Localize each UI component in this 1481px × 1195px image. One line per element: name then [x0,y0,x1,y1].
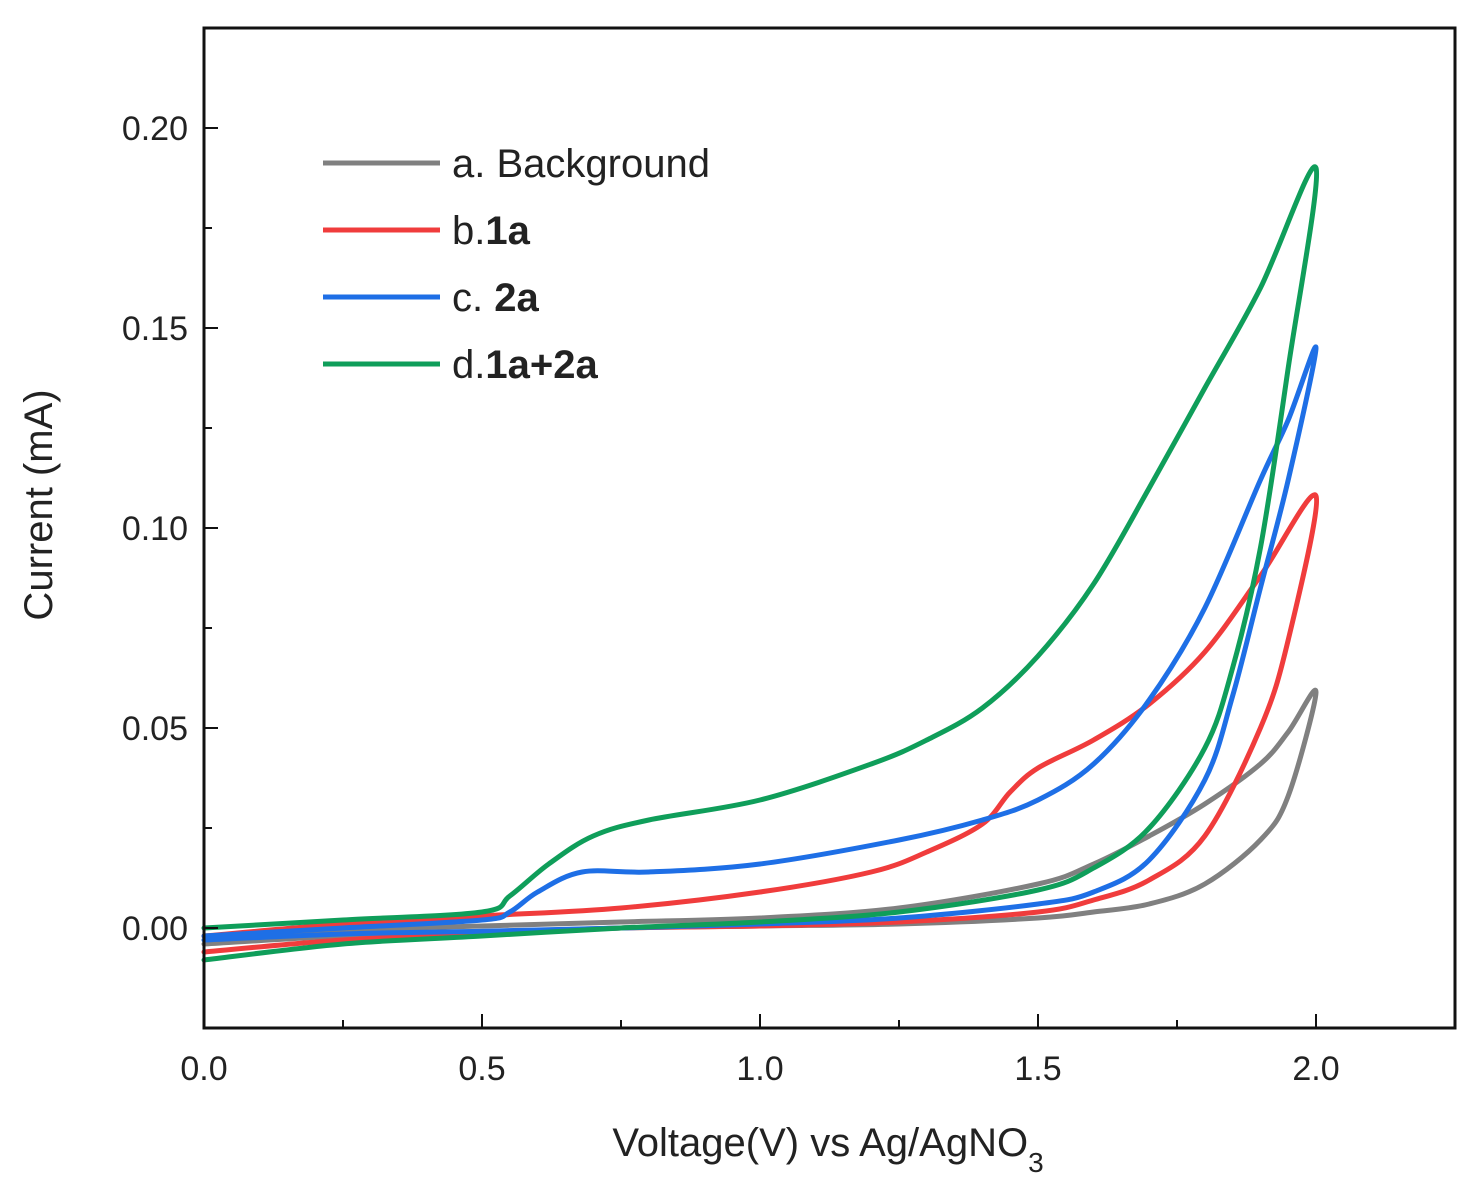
y-tick-label: 0.10 [122,510,188,548]
x-axis-title: Voltage(V) vs Ag/AgNO3 [612,1121,1043,1178]
x-tick-label: 0.0 [180,1050,227,1088]
series-lines [201,164,1320,963]
legend-label: b.1a [452,209,531,253]
legend: a. Background b.1a c. 2a d.1a+2a [323,142,710,387]
x-tick-label: 0.5 [458,1050,505,1088]
y-axis-title: Current (mA) [17,389,61,620]
plot-frame [202,26,1457,1030]
axes: 0.00 0.05 0.10 0.15 0.20 0.0 0.5 1.0 1.5 2.0 [122,26,1457,1088]
y-tick-label: 0.00 [122,910,188,948]
x-tick-label: 1.0 [736,1050,783,1088]
legend-label: c. 2a [452,276,539,320]
series-line-2 [201,492,1320,955]
series-line-4 [201,164,1320,963]
series-line-3 [201,344,1319,943]
x-tick-label: 1.5 [1014,1050,1061,1088]
series-line-1 [201,687,1319,947]
x-axis-title-main: Voltage(V) vs Ag/AgNO [612,1121,1028,1165]
x-tick-label: 2.0 [1292,1050,1339,1088]
y-tick-label: 0.15 [122,310,188,348]
legend-label: d.1a+2a [452,343,598,387]
legend-label: a. Background [452,142,710,186]
y-tick-label: 0.20 [122,110,188,148]
y-tick-label: 0.05 [122,710,188,748]
x-axis-title-subscript: 3 [1028,1147,1044,1178]
